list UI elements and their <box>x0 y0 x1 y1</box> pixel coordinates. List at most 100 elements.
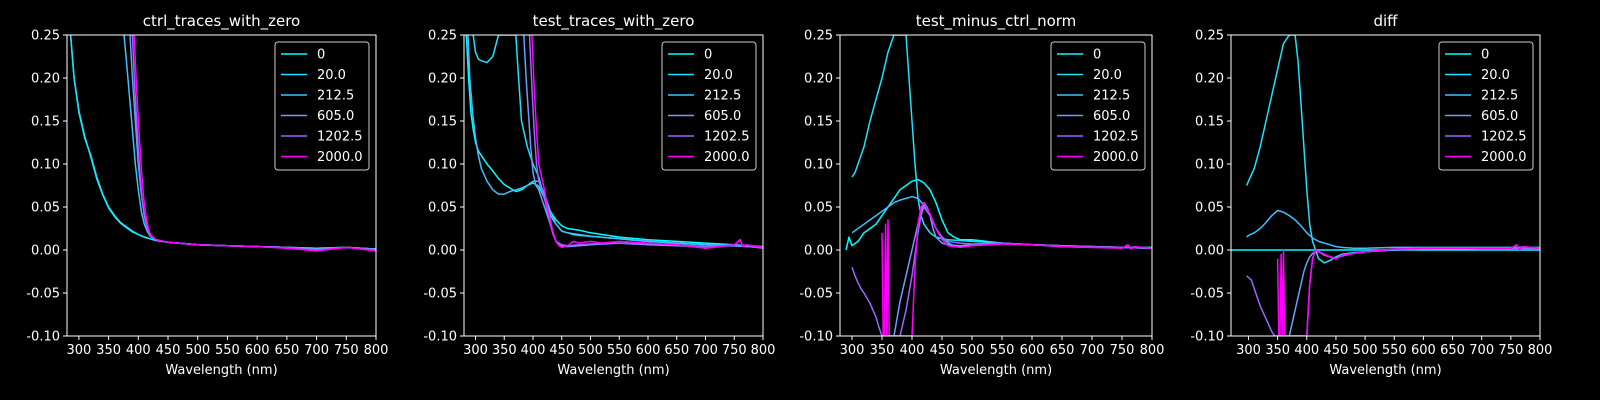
y-tick-label: 0.20 <box>804 72 833 87</box>
y-tick-label: 0.25 <box>1195 29 1224 44</box>
x-tick-label: 800 <box>751 343 776 358</box>
x-tick-label: 700 <box>1469 343 1494 358</box>
x-tick-label: 500 <box>960 343 985 358</box>
y-tick-label: 0.20 <box>31 72 60 87</box>
y-tick-label: -0.05 <box>1190 287 1224 302</box>
x-tick-label: 700 <box>1080 343 1105 358</box>
legend-entry: 2000.0 <box>1093 150 1139 165</box>
legend-entry: 20.0 <box>1481 68 1510 83</box>
x-tick-label: 500 <box>1353 343 1378 358</box>
axes-frame <box>66 34 377 337</box>
x-tick-label: 600 <box>1411 343 1436 358</box>
x-tick-label: 450 <box>930 343 955 358</box>
x-tick-label: 400 <box>900 343 925 358</box>
y-tick-label: -0.05 <box>799 287 833 302</box>
x-tick-label: 800 <box>1528 343 1553 358</box>
x-axis-label: Wavelength (nm) <box>557 363 669 378</box>
legend-entry: 212.5 <box>317 89 354 104</box>
y-tick-label: 0.15 <box>31 115 60 130</box>
legend-entry: 1202.5 <box>1093 130 1139 145</box>
legend-entry: 212.5 <box>1093 89 1130 104</box>
x-tick-label: 550 <box>607 343 632 358</box>
x-tick-label: 350 <box>96 343 121 358</box>
x-tick-label: 700 <box>693 343 718 358</box>
legend-entry: 2000.0 <box>317 150 363 165</box>
y-tick-label: 0.10 <box>1195 158 1224 173</box>
y-tick-label: 0.00 <box>1195 244 1224 259</box>
x-axis-label: Wavelength (nm) <box>165 363 277 378</box>
x-tick-label: 400 <box>1294 343 1319 358</box>
x-tick-label: 450 <box>549 343 574 358</box>
x-tick-label: 400 <box>126 343 151 358</box>
legend: 0 20.0 212.5 605.0 1202.5 2000.0 <box>661 41 757 171</box>
series-line-212.5 <box>467 35 763 249</box>
y-tick-label: 0.10 <box>31 158 60 173</box>
chart-panel-3: 300 350 400 450 500 550 600 650 700 750 800 -0.10 -0… <box>799 12 1164 378</box>
x-tick-label: 700 <box>304 343 329 358</box>
legend-entry: 20.0 <box>704 68 733 83</box>
series-lines <box>1231 35 1540 336</box>
x-tick-label: 550 <box>215 343 240 358</box>
legend-entry: 2000.0 <box>704 150 750 165</box>
legend-entry: 1202.5 <box>1481 130 1527 145</box>
axes-frame <box>1230 34 1541 337</box>
y-tick-label: -0.10 <box>1190 330 1224 345</box>
y-tick-label: -0.05 <box>423 287 457 302</box>
x-tick-label: 750 <box>1110 343 1135 358</box>
chart-panel-4: 300 350 400 450 500 550 600 650 700 750 800 -0.10 -0… <box>1190 12 1552 378</box>
legend-entry: 2000.0 <box>1481 150 1527 165</box>
legend-entry: 20.0 <box>1093 68 1122 83</box>
series-line-2000.0 <box>1276 244 1540 336</box>
x-tick-label: 650 <box>1050 343 1075 358</box>
y-tick-label: 0.15 <box>1195 115 1224 130</box>
series-lines <box>845 35 1152 336</box>
x-tick-label: 300 <box>840 343 865 358</box>
series-lines <box>69 35 376 252</box>
legend-entry: 212.5 <box>704 89 741 104</box>
x-tick-label: 300 <box>1236 343 1261 358</box>
x-tick-label: 300 <box>463 343 488 358</box>
legend: 0 20.0 212.5 605.0 1202.5 2000.0 <box>274 41 370 171</box>
y-tick-label: 0.10 <box>804 158 833 173</box>
x-tick-label: 650 <box>1440 343 1465 358</box>
x-tick-label: 800 <box>364 343 389 358</box>
chart-title: ctrl_traces_with_zero <box>143 12 300 31</box>
y-tick-label: 0.25 <box>31 29 60 44</box>
x-tick-label: 550 <box>1382 343 1407 358</box>
series-line-2000.0 <box>133 35 376 252</box>
y-tick-label: 0.00 <box>31 244 60 259</box>
x-axis-label: Wavelength (nm) <box>1329 363 1441 378</box>
x-tick-label: 600 <box>1020 343 1045 358</box>
x-tick-label: 600 <box>636 343 661 358</box>
legend: 0 20.0 212.5 605.0 1202.5 2000.0 <box>1438 41 1534 171</box>
legend-entry: 605.0 <box>317 109 354 124</box>
x-tick-label: 750 <box>722 343 747 358</box>
x-tick-label: 350 <box>1265 343 1290 358</box>
legend-entry: 1202.5 <box>317 130 363 145</box>
x-tick-label: 500 <box>185 343 210 358</box>
x-tick-label: 600 <box>245 343 270 358</box>
y-tick-label: 0.20 <box>428 72 457 87</box>
series-line-1202.5 <box>1246 247 1540 336</box>
series-line-2000.0 <box>881 201 1152 336</box>
y-tick-label: -0.10 <box>799 330 833 345</box>
y-tick-label: 0.25 <box>428 29 457 44</box>
y-tick-label: 0.05 <box>1195 201 1224 216</box>
legend-entry: 605.0 <box>1481 109 1518 124</box>
x-tick-label: 550 <box>990 343 1015 358</box>
legend-entry: 0 <box>1093 48 1101 63</box>
y-tick-label: -0.10 <box>26 330 60 345</box>
chart-title: test_minus_ctrl_norm <box>916 12 1077 31</box>
legend-entry: 0 <box>317 48 325 63</box>
legend-entry: 212.5 <box>1481 89 1518 104</box>
y-tick-label: -0.05 <box>26 287 60 302</box>
y-tick-label: 0.05 <box>31 201 60 216</box>
axes-frame <box>463 34 764 337</box>
y-tick-label: 0.00 <box>804 244 833 259</box>
y-tick-label: -0.10 <box>423 330 457 345</box>
y-tick-label: 0.00 <box>428 244 457 259</box>
y-tick-label: 0.15 <box>428 115 457 130</box>
legend-entry: 605.0 <box>1093 109 1130 124</box>
chart-panel-1: 300 350 400 450 500 550 600 650 700 750 800 -0.10 -0… <box>26 12 388 378</box>
x-tick-label: 450 <box>1324 343 1349 358</box>
